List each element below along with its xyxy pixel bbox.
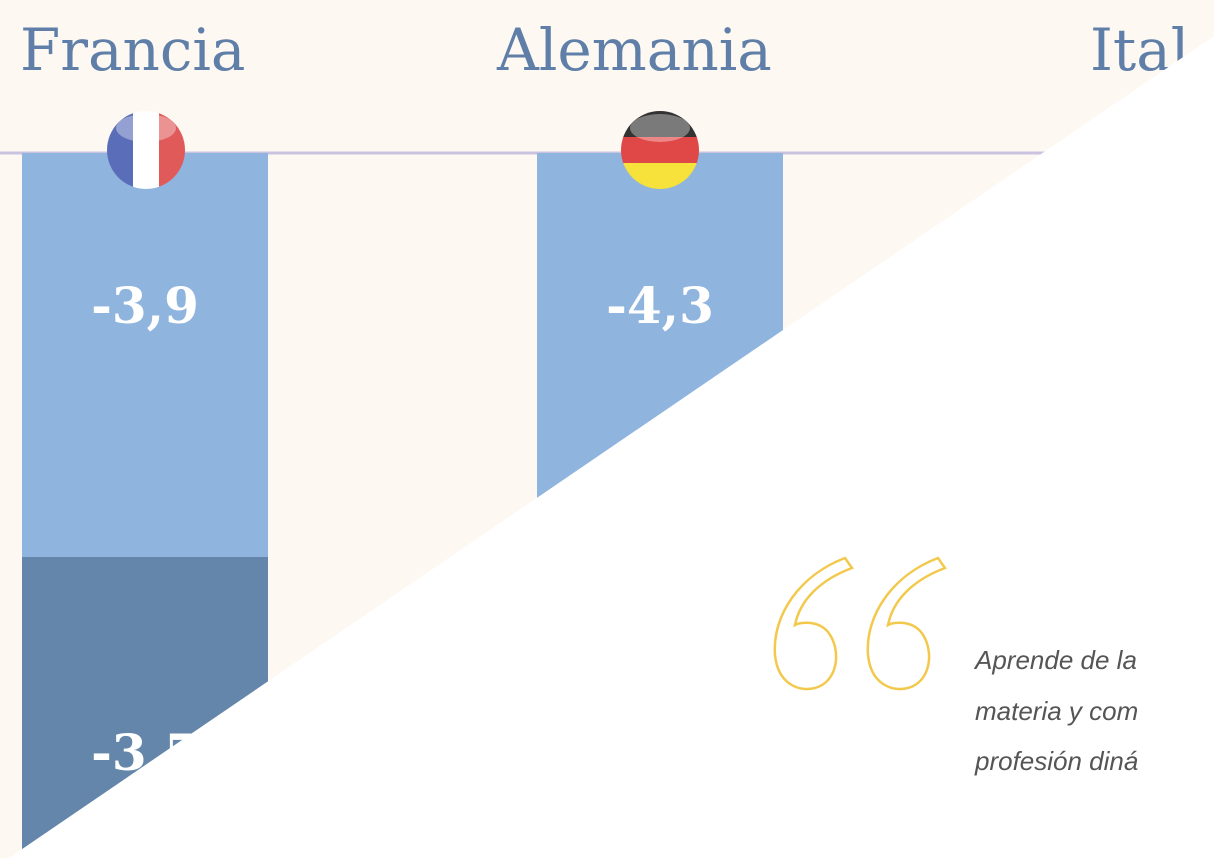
flag-france: [107, 111, 185, 189]
overlay-panel: [9, 36, 1214, 858]
value-label: -3,9: [91, 276, 199, 335]
quote-line: Aprende de la: [973, 645, 1137, 675]
quote-mark: [773, 556, 947, 691]
value-label: -4,3: [606, 276, 714, 335]
quote-line: materia y com: [975, 696, 1138, 726]
country-label: Francia: [20, 16, 246, 84]
bar-upper: [22, 153, 268, 557]
quote-line: profesión diná: [974, 746, 1138, 776]
country-label: Alemania: [496, 16, 772, 84]
